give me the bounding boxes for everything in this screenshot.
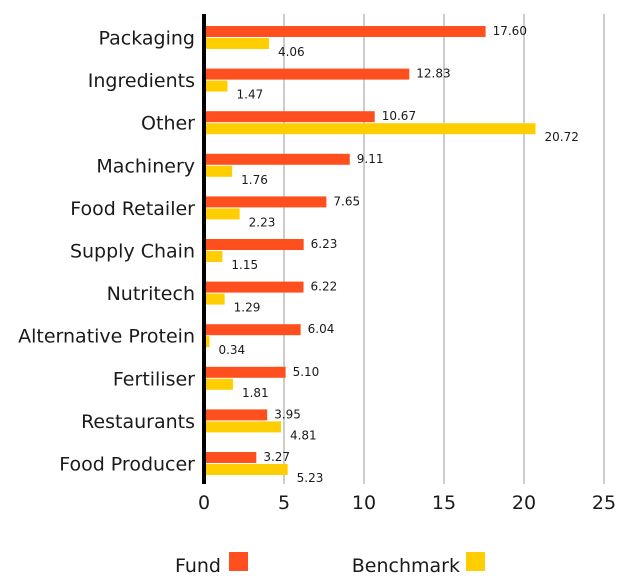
data-label-benchmark-nutritech: 1.29 [234, 301, 261, 315]
bar-benchmark-packaging [204, 38, 269, 49]
bar-fund-supply-chain [204, 239, 304, 250]
bar-benchmark-food-retailer [204, 208, 240, 220]
category-label-food-retailer: Food Retailer [70, 198, 195, 220]
data-label-benchmark-restaurants: 4.81 [290, 428, 317, 442]
data-label-benchmark-alternative-protein: 0.34 [218, 343, 245, 357]
x-tick-label-10: 10 [352, 492, 376, 514]
category-label-restaurants: Restaurants [81, 411, 195, 433]
x-tick-label-15: 15 [432, 492, 456, 514]
data-label-fund-supply-chain: 6.23 [311, 237, 338, 251]
legend-label-benchmark: Benchmark [352, 555, 460, 577]
bar-fund-packaging [204, 26, 486, 37]
data-label-fund-food-retailer: 7.65 [333, 194, 360, 208]
data-label-benchmark-packaging: 4.06 [278, 45, 305, 59]
category-labels: Packaging Ingredients Other Machinery Food R… [18, 28, 195, 476]
data-labels: 17.60 4.06 12.83 1.47 10.67 20.72 9.11 1.76 7.65… [218, 24, 578, 485]
category-label-nutritech: Nutritech [107, 283, 195, 305]
bar-fund-ingredients [204, 68, 410, 80]
x-tick-label-25: 25 [592, 492, 616, 514]
data-label-benchmark-ingredients: 1.47 [237, 88, 264, 102]
category-label-food-producer: Food Producer [59, 454, 195, 476]
x-tick-label-5: 5 [278, 492, 290, 514]
bar-benchmark-machinery [204, 165, 233, 177]
data-label-benchmark-food-producer: 5.23 [297, 471, 324, 485]
bar-benchmark-other [204, 123, 536, 135]
data-label-fund-alternative-protein: 6.04 [308, 322, 335, 336]
category-label-packaging: Packaging [99, 28, 195, 50]
data-label-benchmark-other: 20.72 [545, 130, 579, 144]
bar-benchmark-food-producer [204, 464, 288, 475]
bar-fund-other [204, 111, 375, 123]
bar-fund-food-retailer [204, 196, 327, 208]
legend: Fund Benchmark [175, 552, 485, 577]
x-tick-label-20: 20 [512, 492, 536, 514]
data-label-benchmark-machinery: 1.76 [241, 173, 268, 187]
bar-benchmark-ingredients [204, 80, 228, 92]
bar-benchmark-nutritech [204, 293, 225, 305]
category-label-supply-chain: Supply Chain [70, 241, 195, 263]
data-label-benchmark-food-retailer: 2.23 [249, 215, 276, 229]
legend-swatch-fund [229, 552, 248, 571]
bar-benchmark-alternative-protein [204, 336, 210, 348]
data-label-fund-machinery: 9.11 [357, 152, 384, 166]
data-label-fund-food-producer: 3.27 [263, 450, 290, 464]
category-label-fertiliser: Fertiliser [113, 368, 195, 390]
category-label-other: Other [141, 113, 195, 135]
bar-fund-alternative-protein [204, 324, 301, 336]
data-label-fund-ingredients: 12.83 [416, 67, 450, 81]
bar-fund-fertiliser [204, 366, 286, 378]
bar-benchmark-fertiliser [204, 378, 233, 390]
data-label-fund-other: 10.67 [382, 109, 416, 123]
legend-label-fund: Fund [175, 555, 221, 577]
data-label-fund-restaurants: 3.95 [274, 407, 301, 421]
data-label-fund-nutritech: 6.22 [311, 280, 338, 294]
x-axis-ticks: 0 5 10 15 20 25 [198, 492, 616, 514]
bar-fund-food-producer [204, 452, 257, 463]
x-tick-label-0: 0 [198, 492, 210, 514]
bars [202, 14, 536, 484]
bar-benchmark-restaurants [204, 421, 281, 433]
gridlines [283, 14, 605, 484]
category-label-alternative-protein: Alternative Protein [18, 326, 195, 348]
category-label-machinery: Machinery [96, 155, 195, 177]
data-label-fund-fertiliser: 5.10 [293, 365, 320, 379]
data-label-fund-packaging: 17.60 [493, 24, 527, 38]
data-label-benchmark-supply-chain: 1.15 [231, 258, 258, 272]
bar-benchmark-supply-chain [204, 251, 223, 262]
bar-fund-nutritech [204, 281, 304, 293]
bar-fund-restaurants [204, 409, 268, 421]
legend-swatch-benchmark [466, 552, 485, 571]
category-label-ingredients: Ingredients [88, 70, 195, 92]
bar-fund-machinery [204, 153, 350, 165]
data-label-benchmark-fertiliser: 1.81 [242, 386, 269, 400]
